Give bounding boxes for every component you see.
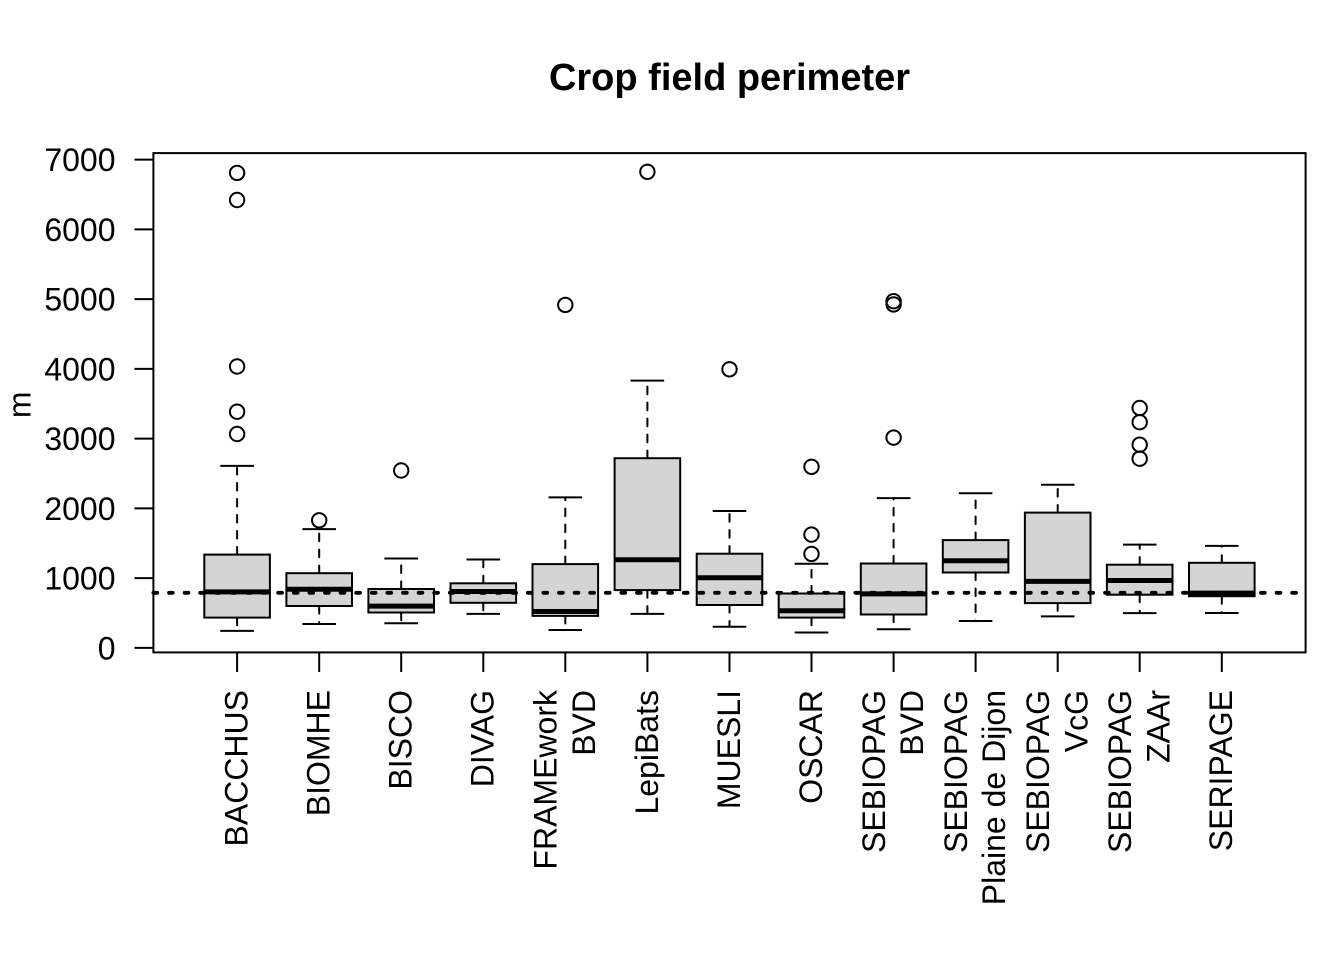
svg-text:BACCHUS: BACCHUS (219, 690, 255, 846)
svg-text:SEBIOPAG: SEBIOPAG (1102, 690, 1138, 853)
svg-text:BVD: BVD (566, 690, 602, 756)
svg-text:BIOMHE: BIOMHE (301, 690, 337, 816)
svg-text:DIVAG: DIVAG (465, 690, 501, 787)
svg-text:5000: 5000 (44, 282, 115, 318)
svg-text:MUESLI: MUESLI (711, 690, 747, 809)
svg-text:FRAMEwork: FRAMEwork (528, 689, 564, 870)
svg-text:SERIPAGE: SERIPAGE (1203, 690, 1239, 851)
svg-text:3000: 3000 (44, 421, 115, 457)
svg-text:SEBIOPAG: SEBIOPAG (856, 690, 892, 853)
svg-text:m: m (2, 391, 38, 418)
svg-text:1000: 1000 (44, 561, 115, 597)
svg-text:7000: 7000 (44, 142, 115, 178)
svg-text:4000: 4000 (44, 352, 115, 388)
svg-text:BISCO: BISCO (383, 690, 419, 790)
svg-text:0: 0 (98, 631, 116, 667)
svg-text:LepiBats: LepiBats (629, 690, 665, 815)
svg-text:SEBIOPAG: SEBIOPAG (1020, 690, 1056, 853)
svg-text:BVD: BVD (894, 690, 930, 756)
svg-text:Plaine de Dijon: Plaine de Dijon (976, 690, 1012, 905)
svg-text:Crop field perimeter: Crop field perimeter (549, 57, 910, 99)
svg-text:6000: 6000 (44, 212, 115, 248)
svg-text:2000: 2000 (44, 491, 115, 527)
svg-text:OSCAR: OSCAR (793, 690, 829, 804)
svg-text:ZAAr: ZAAr (1140, 690, 1176, 763)
svg-text:SEBIOPAG: SEBIOPAG (938, 690, 974, 853)
svg-text:VcG: VcG (1058, 690, 1094, 752)
